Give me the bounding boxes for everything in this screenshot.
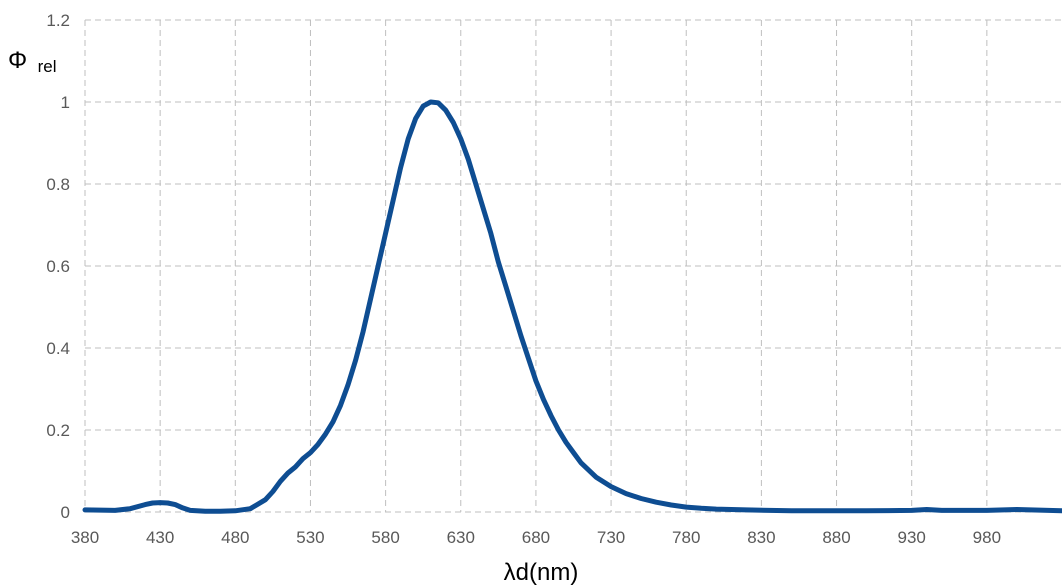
x-tick-label: 780 bbox=[672, 528, 700, 547]
x-tick-label: 380 bbox=[71, 528, 99, 547]
x-axis-title: λd(nm) bbox=[504, 559, 579, 586]
x-tick-label: 630 bbox=[447, 528, 475, 547]
x-tick-label: 830 bbox=[747, 528, 775, 547]
y-tick-label: 0.4 bbox=[46, 339, 70, 358]
x-tick-label: 880 bbox=[822, 528, 850, 547]
x-axis-ticks: 380 430 480 530 580 630 680 730 780 830 880 930 980 bbox=[71, 528, 1001, 547]
y-tick-label: 1 bbox=[61, 93, 70, 112]
x-tick-label: 730 bbox=[597, 528, 625, 547]
y-tick-label: 0.2 bbox=[46, 421, 70, 440]
x-tick-label: 430 bbox=[146, 528, 174, 547]
y-tick-label: 1.2 bbox=[46, 11, 70, 30]
y-axis-title: Φ rel bbox=[8, 47, 57, 76]
x-tick-label: 930 bbox=[898, 528, 926, 547]
y-axis-ticks: 0 0.2 0.4 0.6 0.8 1 1.2 bbox=[46, 11, 70, 522]
x-tick-label: 530 bbox=[296, 528, 324, 547]
grid-lines bbox=[84, 19, 1062, 513]
y-tick-label: 0 bbox=[61, 503, 70, 522]
x-tick-label: 580 bbox=[371, 528, 399, 547]
series-line bbox=[82, 99, 1062, 514]
y-axis-title-sub: rel bbox=[38, 57, 57, 76]
y-tick-label: 0.8 bbox=[46, 175, 70, 194]
x-tick-label: 980 bbox=[973, 528, 1001, 547]
x-tick-label: 480 bbox=[221, 528, 249, 547]
y-tick-label: 0.6 bbox=[46, 257, 70, 276]
x-tick-label: 680 bbox=[522, 528, 550, 547]
y-axis-title-main: Φ bbox=[8, 47, 27, 74]
